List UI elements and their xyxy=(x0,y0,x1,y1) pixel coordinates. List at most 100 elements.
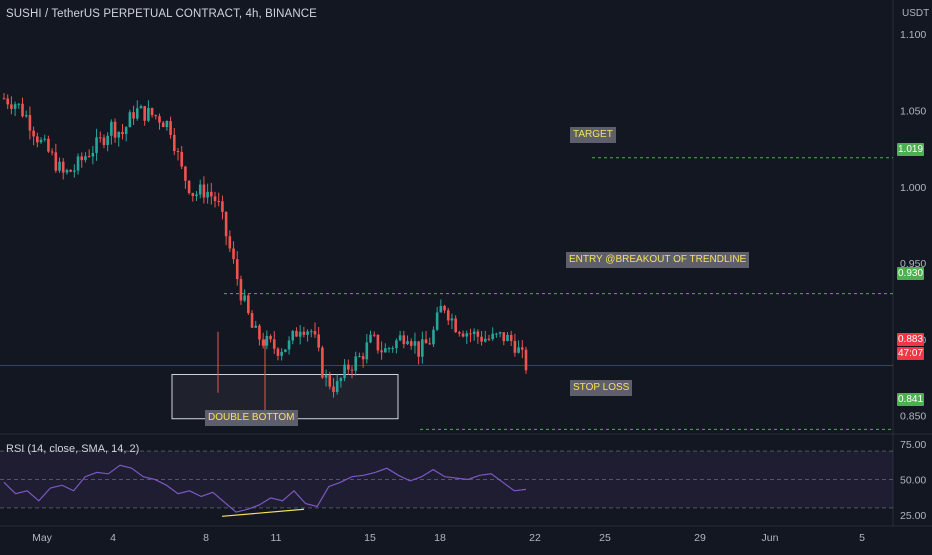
candle-body xyxy=(332,386,335,393)
x-tick-label: May xyxy=(32,532,53,544)
candle-body xyxy=(73,170,76,172)
candle-body xyxy=(498,332,502,334)
candle-body xyxy=(317,334,320,348)
candle-body xyxy=(335,381,339,393)
y-tick-label: 0.850 xyxy=(900,411,926,423)
candle-body xyxy=(24,115,28,117)
candle-body xyxy=(465,333,469,337)
candle-body xyxy=(295,330,298,337)
candle-body xyxy=(76,156,80,171)
y-tick-label: 1.100 xyxy=(900,29,926,41)
candle-body xyxy=(102,137,106,145)
stop-price-tag: 0.841 xyxy=(897,393,924,406)
candle-body xyxy=(224,211,228,237)
candle-body xyxy=(135,108,139,119)
candle-body xyxy=(387,348,391,350)
candle-body xyxy=(280,351,283,356)
candle-body xyxy=(143,106,146,121)
x-tick-label: 22 xyxy=(529,532,541,544)
candle-body xyxy=(161,122,165,128)
candle-body xyxy=(95,137,98,153)
candle-body xyxy=(217,201,221,203)
candle-body xyxy=(10,104,13,109)
candle-body xyxy=(321,347,324,378)
candle-body xyxy=(509,334,513,341)
candle-body xyxy=(258,325,261,340)
candle-body xyxy=(50,151,54,153)
candle-body xyxy=(147,108,150,121)
candle-body xyxy=(483,338,487,342)
candle-body xyxy=(202,184,206,198)
candle-body xyxy=(17,103,21,105)
rsi-tick-label: 50.00 xyxy=(900,475,926,487)
annotation-double-bottom: DOUBLE BOTTOM xyxy=(205,410,298,426)
candle-body xyxy=(228,236,232,249)
candle-body xyxy=(191,192,195,197)
candle-body xyxy=(184,166,187,181)
annotation-target: TARGET xyxy=(570,127,616,143)
candle-body xyxy=(506,334,509,342)
rsi-tick-label: 25.00 xyxy=(900,510,926,522)
candle-body xyxy=(32,130,35,137)
candle-body xyxy=(513,340,517,353)
candle-body xyxy=(213,196,217,202)
y-tick-label: 1.000 xyxy=(900,182,926,194)
candle-body xyxy=(243,295,246,301)
candle-body xyxy=(124,127,128,135)
rsi-divergence-line xyxy=(221,508,305,517)
candle-body xyxy=(39,139,43,143)
x-tick-label: Jun xyxy=(762,532,779,544)
candle-body xyxy=(187,180,191,193)
candle-body xyxy=(36,136,39,143)
candle-body xyxy=(172,134,176,151)
rsi-indicator-label[interactable]: RSI (14, close, SMA, 14, 2) xyxy=(6,443,140,455)
candle-body xyxy=(458,332,461,334)
candle-body xyxy=(80,156,84,161)
candle-body xyxy=(265,335,269,346)
annotation-entry: ENTRY @BREAKOUT OF TRENDLINE xyxy=(566,252,750,268)
candle-body xyxy=(502,332,506,342)
candle-body xyxy=(350,369,354,371)
x-tick-label: 25 xyxy=(599,532,611,544)
candle-body xyxy=(158,116,161,123)
candle-body xyxy=(235,259,239,280)
candle-body xyxy=(139,106,143,109)
candle-body xyxy=(476,331,480,337)
candle-body xyxy=(495,333,498,335)
currency-label: USDT xyxy=(902,8,930,19)
candle-body xyxy=(165,121,169,128)
candle-body xyxy=(54,152,58,171)
candle-body xyxy=(491,333,494,340)
candle-body xyxy=(221,201,224,212)
candle-body xyxy=(287,340,291,350)
candle-body xyxy=(284,349,287,352)
candle-body xyxy=(154,115,158,117)
candle-body xyxy=(439,305,443,313)
candle-body xyxy=(106,135,109,145)
candle-body xyxy=(28,115,32,131)
candle-body xyxy=(517,347,520,353)
target-price-tag: 1.019 xyxy=(897,143,924,156)
candle-body xyxy=(302,331,306,335)
candle-body xyxy=(487,338,491,340)
candle-body xyxy=(169,121,172,135)
candle-body xyxy=(391,348,395,350)
candle-body xyxy=(298,331,302,337)
candle-body xyxy=(343,364,346,379)
candle-body xyxy=(446,310,450,321)
candle-body xyxy=(98,137,102,139)
candle-body xyxy=(454,318,457,333)
candle-body xyxy=(43,138,47,140)
chart-title: SUSHI / TetherUS PERPETUAL CONTRACT, 4h,… xyxy=(6,8,317,20)
candle-body xyxy=(121,131,124,135)
candle-body xyxy=(261,339,265,346)
candle-body xyxy=(276,348,280,356)
candle-body xyxy=(269,335,272,340)
candle-body xyxy=(254,325,258,328)
candle-body xyxy=(428,343,432,345)
x-tick-label: 5 xyxy=(859,532,865,544)
candle-body xyxy=(480,336,483,342)
annotation-stop-loss: STOP LOSS xyxy=(570,380,633,396)
